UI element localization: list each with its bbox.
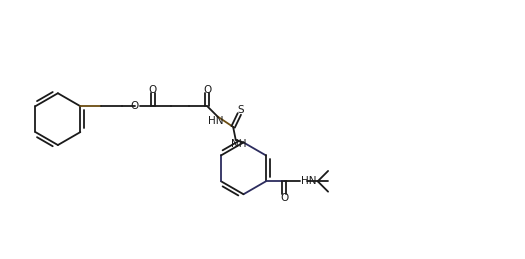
Text: S: S bbox=[237, 105, 244, 115]
Text: O: O bbox=[203, 85, 212, 95]
Text: O: O bbox=[149, 85, 157, 95]
Text: HN: HN bbox=[301, 176, 317, 186]
Text: NH: NH bbox=[230, 139, 246, 149]
Text: HN: HN bbox=[208, 116, 224, 126]
Text: O: O bbox=[131, 101, 139, 111]
Text: O: O bbox=[280, 193, 288, 203]
